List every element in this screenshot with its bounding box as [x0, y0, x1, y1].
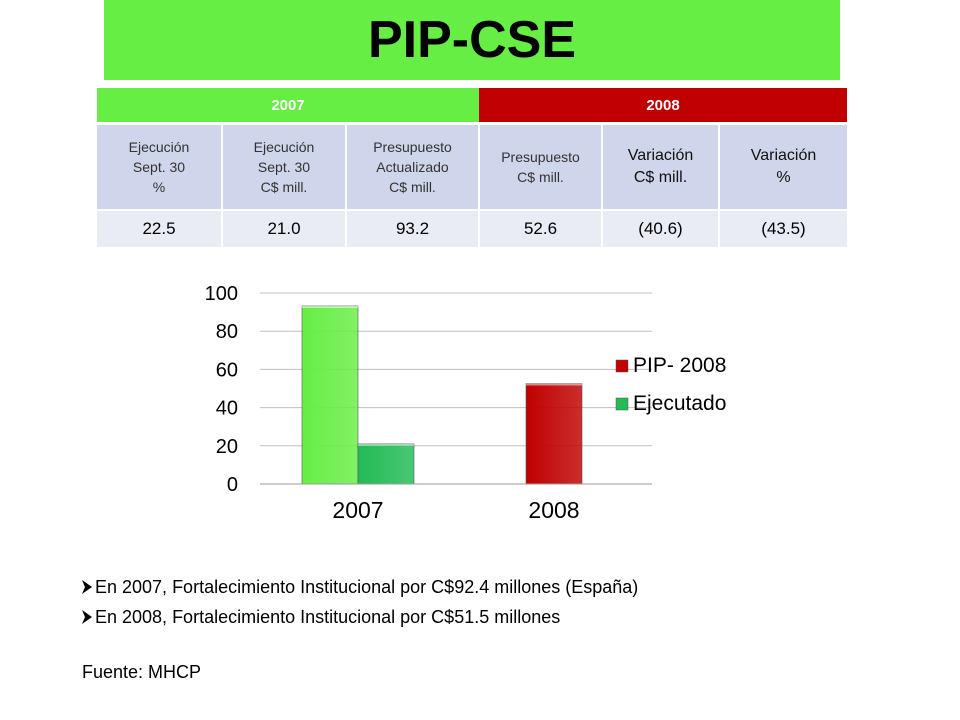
source-note: Fuente: MHCP	[82, 662, 201, 683]
legend-label: PIP- 2008	[633, 354, 726, 377]
x-tick-label: 2007	[332, 497, 383, 523]
summary-table: 2007 2008 Ejecución Sept. 30 % Ejecución…	[97, 88, 847, 247]
y-tick-label: 100	[205, 283, 238, 305]
table-cell: 93.2	[346, 210, 479, 247]
legend-label: Ejecutado	[633, 392, 726, 415]
arrow-bullet-icon	[82, 580, 92, 594]
bar-pip-2008-2007	[302, 306, 358, 484]
table-cell: (43.5)	[719, 210, 847, 247]
list-item: En 2007, Fortalecimiento Institucional p…	[82, 572, 638, 602]
column-header: Presupuesto C$ mill.	[479, 124, 602, 211]
title-banner: PIP-CSE	[104, 0, 840, 80]
year-header-row: 2007 2008	[97, 88, 847, 124]
page-title: PIP-CSE	[368, 10, 576, 70]
bullet-text: En 2007, Fortalecimiento Institucional p…	[95, 572, 638, 602]
bar-chart: 0 20 40 60 80 100 2007 2008 PIP- 2008 Ejecutado	[180, 270, 760, 530]
table-cell: (40.6)	[602, 210, 719, 247]
arrow-bullet-icon	[82, 610, 92, 624]
y-tick-label: 80	[216, 321, 238, 343]
bar-pip-2008-2008	[526, 384, 582, 484]
bullet-list: En 2007, Fortalecimiento Institucional p…	[82, 572, 638, 632]
table-cell: 52.6	[479, 210, 602, 247]
y-tick-label: 20	[216, 436, 238, 458]
column-header: Ejecución Sept. 30 C$ mill.	[222, 124, 346, 211]
year-header-2008: 2008	[479, 88, 847, 124]
y-tick-label: 60	[216, 359, 238, 381]
bullet-text: En 2008, Fortalecimiento Institucional p…	[95, 602, 560, 632]
column-header: Variación %	[719, 124, 847, 211]
legend-swatch	[616, 398, 628, 410]
year-header-2007: 2007	[97, 88, 479, 124]
value-row: 22.5 21.0 93.2 52.6 (40.6) (43.5)	[97, 210, 847, 247]
list-item: En 2008, Fortalecimiento Institucional p…	[82, 602, 638, 632]
table-cell: 22.5	[97, 210, 222, 247]
bar-ejecutado-2007	[358, 444, 414, 484]
column-header: Variación C$ mill.	[602, 124, 719, 211]
column-header: Presupuesto Actualizado C$ mill.	[346, 124, 479, 211]
x-tick-label: 2008	[528, 497, 579, 523]
y-tick-label: 0	[227, 474, 238, 496]
table-cell: 21.0	[222, 210, 346, 247]
legend-swatch	[616, 360, 628, 372]
column-header-row: Ejecución Sept. 30 % Ejecución Sept. 30 …	[97, 124, 847, 211]
column-header: Ejecución Sept. 30 %	[97, 124, 222, 211]
y-tick-label: 40	[216, 398, 238, 420]
